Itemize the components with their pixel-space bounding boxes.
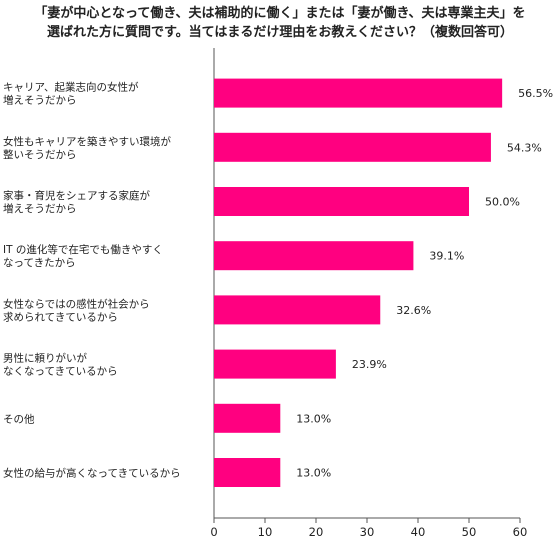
bar bbox=[214, 295, 381, 325]
category-label: 家事・育児をシェアする家庭が bbox=[3, 189, 150, 202]
category-label: キャリア、起業志向の女性が bbox=[3, 81, 139, 94]
bar-value-label: 50.0% bbox=[485, 196, 520, 209]
bar bbox=[214, 349, 336, 379]
category-label: 女性ならではの感性が社会から bbox=[3, 297, 150, 310]
x-tick-label: 40 bbox=[411, 525, 426, 539]
category-label: 求められてきているから bbox=[3, 311, 118, 323]
x-tick-label: 20 bbox=[309, 525, 324, 539]
chart-title: 「妻が中心となって働き、夫は補助的に働く」または「妻が働き、夫は専業主夫」を 選… bbox=[0, 4, 560, 42]
category-label: 女性もキャリアを築きやすい環境が bbox=[3, 135, 171, 148]
category-label: なってきたから bbox=[3, 257, 76, 269]
category-label: 整いそうだから bbox=[3, 148, 77, 161]
bar-value-label: 13.0% bbox=[296, 412, 331, 425]
bar-value-label: 39.1% bbox=[429, 250, 464, 263]
bar-value-label: 23.9% bbox=[352, 358, 387, 371]
bar-value-label: 54.3% bbox=[507, 141, 542, 154]
category-label: 男性に頼りがいが bbox=[3, 352, 87, 365]
x-tick-label: 30 bbox=[360, 525, 375, 539]
bar-value-label: 13.0% bbox=[296, 467, 331, 480]
category-label: 増えそうだから bbox=[3, 94, 77, 107]
chart-title-line-1: 「妻が中心となって働き、夫は補助的に働く」または「妻が働き、夫は専業主夫」を bbox=[34, 6, 526, 21]
category-label: IT の進化等で在宅でも働きやすく bbox=[3, 243, 163, 256]
bar bbox=[214, 78, 503, 108]
category-label: なくなってきているから bbox=[3, 366, 118, 378]
category-label: 女性の給与が高くなってきているから bbox=[3, 467, 181, 480]
bar bbox=[214, 403, 281, 433]
bar bbox=[214, 241, 414, 271]
x-tick-label: 0 bbox=[210, 525, 217, 539]
category-label: 増えそうだから bbox=[3, 202, 77, 215]
chart-title-line-2: 選ばれた方に質問です。当てはまるだけ理由をお教えください？（複数回答可） bbox=[46, 25, 514, 40]
category-label: その他 bbox=[3, 412, 35, 425]
bar-value-label: 32.6% bbox=[396, 304, 431, 317]
bar bbox=[214, 132, 491, 162]
x-tick-label: 60 bbox=[513, 525, 528, 539]
bar bbox=[214, 187, 469, 216]
bar-value-label: 56.5% bbox=[518, 87, 553, 100]
x-tick-label: 10 bbox=[258, 525, 273, 539]
x-tick-label: 50 bbox=[462, 525, 477, 539]
bar bbox=[214, 458, 281, 487]
